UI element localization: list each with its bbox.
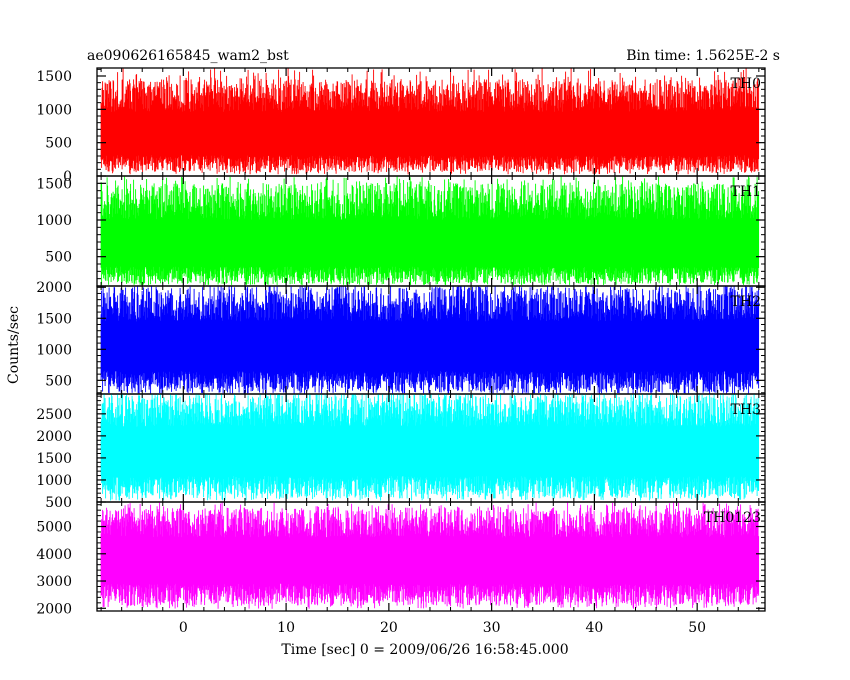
y-tick-label: 1000 [36,102,72,118]
panel-label: TH1 [731,184,761,200]
y-tick-label: 2000 [36,429,72,445]
y-tick-label: 1000 [36,213,72,229]
panel-label: TH0 [731,76,761,92]
y-tick-label: 5000 [36,520,72,536]
bin-time-label: Bin time: 1.5625E-2 s [626,48,780,64]
panel-th0123: 2000 3000 4000 5000 TH0123 [36,501,766,617]
x-tick-labels: 0 10 20 30 40 50 [179,620,706,636]
y-tick-label: 500 [45,136,72,152]
series-trace-th0123 [100,502,760,609]
panel-th1: 500 1000 1500 TH1 [36,175,766,287]
series-trace-th0 [100,68,760,175]
panel-th2: 500 1000 1500 2000 TH2 [36,280,766,395]
y-axis-label: Counts/sec [6,306,22,384]
y-tick-label: 1000 [36,473,72,489]
y-tick-label: 2000 [36,601,72,617]
y-tick-label: 1500 [36,69,72,85]
y-tick-label: 4000 [36,547,72,563]
series-trace-th2 [100,286,760,394]
panel-label: TH0123 [704,510,761,526]
y-tick-label: 500 [45,373,72,389]
y-tick-label: 1500 [36,451,72,467]
x-tick-label: 10 [277,620,295,636]
y-tick-label: 2000 [36,280,72,296]
y-tick-label: 1000 [36,342,72,358]
x-tick-label: 40 [585,620,603,636]
panel-label: TH2 [731,294,761,310]
y-tick-label: 2500 [36,407,72,423]
figure-title: ae090626165845_wam2_bst [87,48,289,64]
x-tick-label: 0 [179,620,188,636]
y-tick-label: 3000 [36,574,72,590]
panel-label: TH3 [731,402,761,418]
y-tick-label: 1500 [36,176,72,192]
x-tick-label: 30 [483,620,501,636]
series-trace-th3 [100,394,760,501]
x-axis-label: Time [sec] 0 = 2009/06/26 16:58:45.000 [281,642,568,658]
y-tick-label: 500 [45,250,72,266]
x-tick-label: 50 [688,620,706,636]
panel-frame [96,501,766,612]
series-trace-th1 [100,176,760,286]
y-tick-label: 0 [63,169,72,185]
panel-th3: 500 1000 1500 2000 2500 TH3 [36,393,766,511]
y-tick-label: 500 [45,495,72,511]
panel-th0: 0 500 1000 1500 TH0 [36,67,766,185]
x-tick-label: 20 [380,620,398,636]
y-tick-label: 1500 [36,311,72,327]
